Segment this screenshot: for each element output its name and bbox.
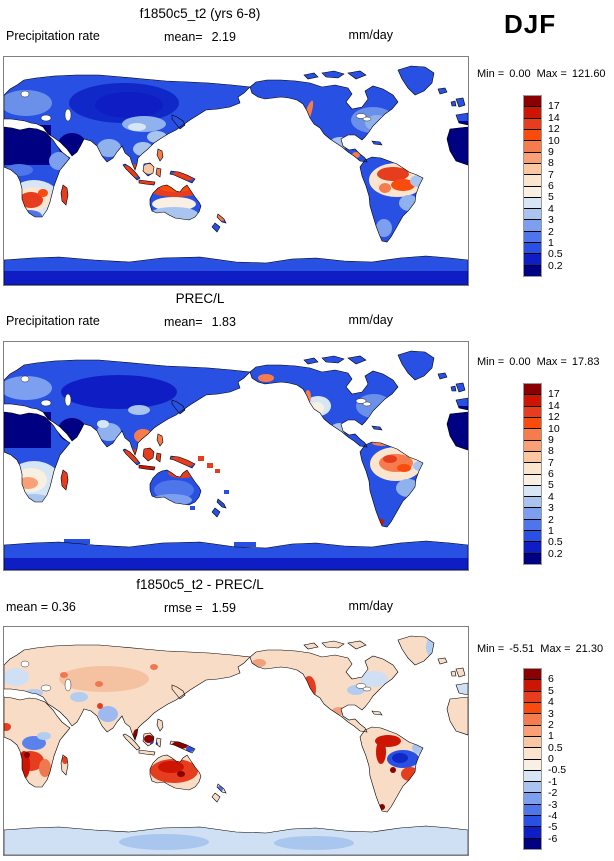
panel3-title: f1850c5_t2 - PREC/L <box>136 577 264 592</box>
panel2-header-row: Precipitation rate mean= 1.83 mm/day <box>0 313 470 330</box>
panel3-rmse: rmse = 1.59 <box>164 601 236 615</box>
panel1-title: f1850c5_t2 (yrs 6-8) <box>139 6 261 21</box>
panel3-units: mm/day <box>348 599 393 613</box>
panel3-header-row: mean = 0.36 rmse = 1.59 mm/day <box>0 599 470 616</box>
panel1-field-label: Precipitation rate <box>6 29 100 43</box>
panel3-colorbar: 6 5 4 3 2 1 0.5 0 -0.5 -1 -2 -3 -4 -5 -6 <box>523 668 575 850</box>
panel2-title: PREC/L <box>175 291 225 306</box>
panel1-colorbar: 17 14 12 10 9 8 7 6 5 4 3 2 1 0.5 0.2 <box>523 95 575 277</box>
obs-offshore-cells <box>64 456 256 547</box>
panel2-field-label: Precipitation rate <box>6 314 100 328</box>
panel1-map-frame <box>3 56 469 286</box>
panel3-map-frame <box>3 626 469 856</box>
panel2-units: mm/day <box>348 313 393 327</box>
panel1-header-row: Precipitation rate mean= 2.19 mm/day <box>0 28 470 45</box>
panel3-minmax: Min = -5.51 Max = 21.30 <box>477 643 604 655</box>
season-label: DJF <box>504 9 557 39</box>
panel2-mean: mean= 1.83 <box>164 315 236 329</box>
precip-map-model <box>4 57 468 285</box>
panel2-map-frame <box>3 341 469 571</box>
panel1-units: mm/day <box>348 28 393 42</box>
precip-map-diff <box>4 627 468 855</box>
panel3-mean: mean = 0.36 <box>6 600 76 614</box>
panel2-colorbar: 17 14 12 10 9 8 7 6 5 4 3 2 1 0.5 0.2 <box>523 383 575 565</box>
panel1-minmax: Min = 0.00 Max = 121.60 <box>477 68 606 80</box>
panel1-mean: mean= 2.19 <box>164 30 236 44</box>
precip-map-obs <box>4 342 468 570</box>
panel2-minmax: Min = 0.00 Max = 17.83 <box>477 356 600 368</box>
